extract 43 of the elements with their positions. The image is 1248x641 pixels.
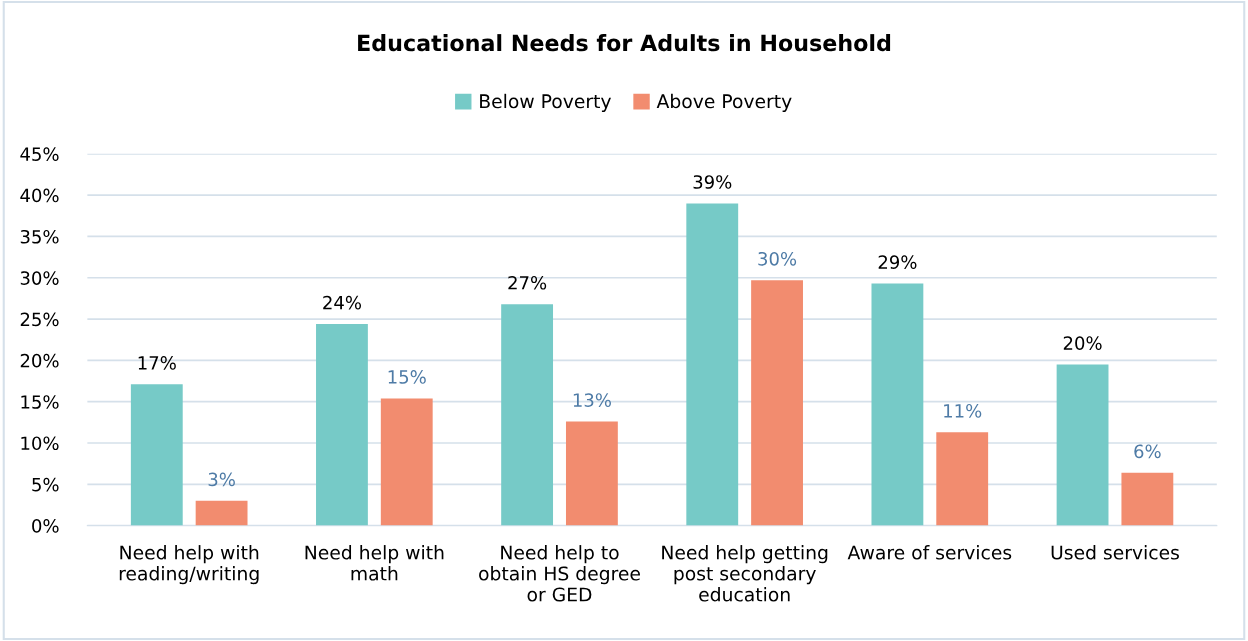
data-label: 13% <box>573 393 611 407</box>
y-tick-label: 45% <box>20 147 59 161</box>
data-label: 3% <box>208 472 235 487</box>
y-tick-label: 5% <box>32 477 59 492</box>
data-label: 27% <box>508 275 547 290</box>
data-label: 24% <box>323 295 362 310</box>
bar <box>1056 364 1109 526</box>
bar <box>565 421 618 526</box>
data-label: 20% <box>1063 336 1102 350</box>
data-label: 11% <box>944 404 982 418</box>
data-label: 39% <box>693 175 732 189</box>
bar <box>936 432 989 526</box>
bar <box>380 398 433 526</box>
y-tick-label: 10% <box>21 436 59 451</box>
x-tick-label: Need help to obtain HS degree or GED <box>479 545 640 602</box>
bar <box>751 280 803 526</box>
bar <box>1121 472 1174 526</box>
bar <box>195 500 248 526</box>
y-tick-label: 30% <box>20 271 59 285</box>
bar <box>501 304 554 526</box>
bar <box>871 283 924 526</box>
y-tick-label: 15% <box>21 395 59 409</box>
data-label: 6% <box>1134 444 1161 459</box>
x-tick-label: Used services <box>1051 545 1179 560</box>
bar <box>130 384 183 526</box>
x-tick-label: Need help getting post secondary education <box>662 545 828 602</box>
y-tick-label: 0% <box>32 519 59 533</box>
x-tick-label: Need help with reading/writing <box>119 545 259 585</box>
legend-label: Above Poverty <box>656 93 792 112</box>
y-tick-label: 25% <box>20 312 59 327</box>
legend-label: Below Poverty <box>480 93 611 112</box>
data-label: 17% <box>138 356 176 370</box>
data-label: 15% <box>388 370 426 384</box>
x-tick-label: Need help with math <box>305 545 444 581</box>
data-label: 30% <box>758 251 797 266</box>
bar <box>686 203 739 526</box>
chart-title: Educational Needs for Adults in Household <box>358 34 891 52</box>
y-tick-label: 20% <box>20 353 59 368</box>
bar <box>316 324 368 526</box>
data-label: 29% <box>878 255 917 269</box>
y-tick-label: 35% <box>20 229 59 244</box>
x-tick-label: Aware of services <box>847 545 1012 560</box>
y-tick-label: 40% <box>20 188 59 203</box>
